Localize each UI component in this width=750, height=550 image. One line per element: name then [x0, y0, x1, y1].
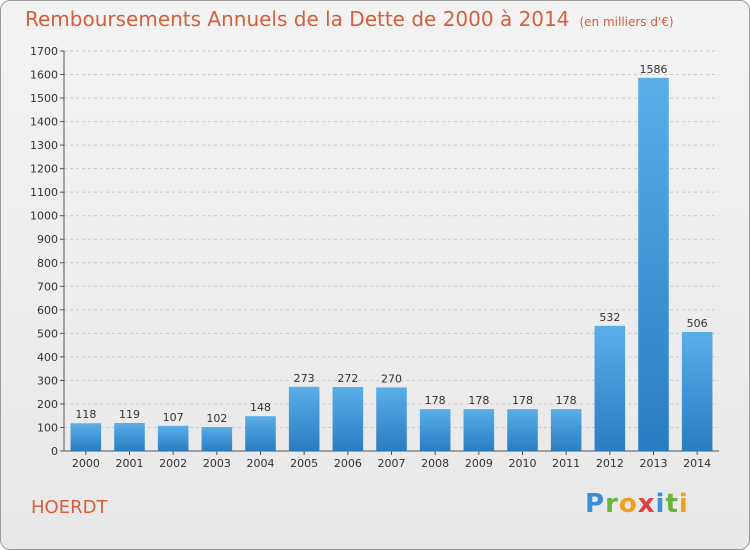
x-tick-label: 2001 [116, 457, 144, 470]
y-tick-label: 1200 [30, 163, 58, 176]
x-tick-label: 2002 [159, 457, 187, 470]
chart-title-text: Remboursements Annuels de la Dette de 20… [25, 7, 570, 31]
y-tick-label: 400 [37, 351, 58, 364]
y-tick-label: 900 [37, 233, 58, 246]
y-tick-label: 700 [37, 280, 58, 293]
data-label-2011: 178 [556, 394, 577, 407]
bar-2003 [201, 427, 233, 451]
bar-2012 [594, 325, 626, 451]
bar-2009 [463, 409, 495, 451]
chart-title: Remboursements Annuels de la Dette de 20… [25, 7, 674, 31]
data-label-2006: 272 [337, 372, 358, 385]
logo-letter: o [618, 489, 638, 519]
x-tick-label: 2008 [421, 457, 449, 470]
x-tick-label: 2006 [334, 457, 362, 470]
y-tick-label: 1100 [30, 186, 58, 199]
bar-2005 [288, 386, 320, 451]
bar-2001 [114, 423, 145, 451]
proxiti-logo: Proxiti [585, 489, 689, 519]
x-tick-label: 2009 [465, 457, 493, 470]
data-label-2010: 178 [512, 394, 533, 407]
y-tick-label: 1000 [30, 210, 58, 223]
y-tick-label: 800 [37, 257, 58, 270]
y-tick-label: 200 [37, 398, 58, 411]
x-tick-label: 2013 [640, 457, 668, 470]
logo-letter: r [605, 489, 619, 519]
logo-letter: i [678, 489, 689, 519]
x-tick-label: 2012 [596, 457, 624, 470]
x-tick-label: 2007 [378, 457, 406, 470]
data-label-2005: 273 [294, 372, 315, 385]
place-name: HOERDT [31, 497, 108, 518]
data-label-2002: 107 [163, 411, 184, 424]
data-label-2008: 178 [425, 394, 446, 407]
x-tick-label: 2014 [683, 457, 711, 470]
bar-2014 [681, 331, 713, 451]
bar-2006 [332, 387, 364, 451]
y-tick-label: 100 [37, 421, 58, 434]
data-label-2000: 118 [75, 408, 96, 421]
data-label-2014: 506 [687, 317, 708, 330]
logo-letter: P [585, 489, 606, 519]
y-tick-label: 300 [37, 374, 58, 387]
y-tick-label: 500 [37, 327, 58, 340]
x-tick-label: 2011 [552, 457, 580, 470]
bar-2002 [157, 425, 189, 451]
data-label-2009: 178 [468, 394, 489, 407]
bar-2000 [70, 423, 102, 451]
y-tick-label: 1300 [30, 139, 58, 152]
bar-2013 [638, 77, 669, 451]
data-label-2004: 148 [250, 401, 271, 414]
bar-2010 [507, 409, 538, 451]
logo-letter: i [655, 489, 666, 519]
data-label-2007: 270 [381, 372, 402, 385]
bar-2008 [419, 409, 451, 451]
data-label-2013: 1586 [640, 63, 668, 76]
logo-letter: x [637, 489, 656, 519]
x-tick-label: 2004 [247, 457, 275, 470]
y-tick-label: 1600 [30, 69, 58, 82]
y-tick-label: 1500 [30, 92, 58, 105]
y-tick-label: 1400 [30, 116, 58, 129]
data-label-2001: 119 [119, 408, 140, 421]
x-tick-label: 2000 [72, 457, 100, 470]
logo-letter: t [665, 489, 679, 519]
x-tick-label: 2010 [509, 457, 537, 470]
data-label-2012: 532 [599, 311, 620, 324]
bar-2011 [550, 409, 582, 451]
bar-2004 [245, 416, 276, 451]
y-tick-label: 600 [37, 304, 58, 317]
chart-subtitle: (en milliers d'€) [579, 15, 674, 29]
x-tick-label: 2005 [290, 457, 318, 470]
x-tick-label: 2003 [203, 457, 231, 470]
bar-2007 [376, 387, 407, 451]
data-label-2003: 102 [206, 412, 227, 425]
y-tick-label: 0 [51, 445, 58, 458]
y-tick-label: 1700 [30, 45, 58, 58]
